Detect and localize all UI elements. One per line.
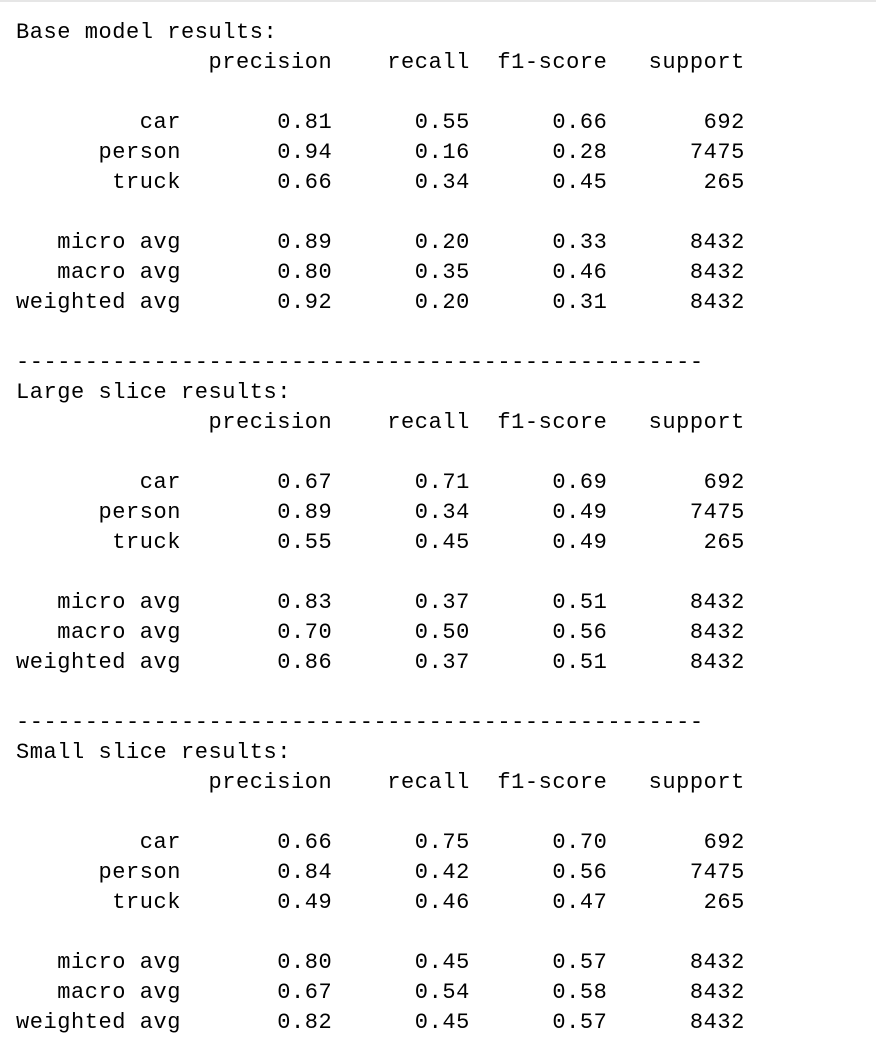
- header-row: precision recall f1-score support: [16, 410, 745, 435]
- section-title-small: Small slice results:: [16, 740, 292, 765]
- blank-line: [16, 918, 745, 948]
- row-micro-avg: micro avg 0.83 0.37 0.51 8432: [16, 590, 745, 615]
- blank-line: [16, 678, 745, 708]
- section-title-base: Base model results:: [16, 20, 278, 45]
- row-car: car 0.81 0.55 0.66 692: [16, 110, 745, 135]
- blank-line: [16, 438, 745, 468]
- row-truck: truck 0.66 0.34 0.45 265: [16, 170, 745, 195]
- row-weighted-avg: weighted avg 0.92 0.20 0.31 8432: [16, 290, 745, 315]
- row-macro-avg: macro avg 0.70 0.50 0.56 8432: [16, 620, 745, 645]
- row-person: person 0.94 0.16 0.28 7475: [16, 140, 745, 165]
- row-truck: truck 0.55 0.45 0.49 265: [16, 530, 745, 555]
- row-weighted-avg: weighted avg 0.86 0.37 0.51 8432: [16, 650, 745, 675]
- blank-line: [16, 78, 745, 108]
- separator-line: ----------------------------------------…: [16, 350, 704, 375]
- top-border: [0, 0, 876, 2]
- row-truck: truck 0.49 0.46 0.47 265: [16, 890, 745, 915]
- blank-line: [16, 798, 745, 828]
- row-macro-avg: macro avg 0.80 0.35 0.46 8432: [16, 260, 745, 285]
- row-car: car 0.66 0.75 0.70 692: [16, 830, 745, 855]
- row-car: car 0.67 0.71 0.69 692: [16, 470, 745, 495]
- section-title-large: Large slice results:: [16, 380, 292, 405]
- blank-line: [16, 318, 745, 348]
- header-row: precision recall f1-score support: [16, 50, 745, 75]
- row-person: person 0.84 0.42 0.56 7475: [16, 860, 745, 885]
- row-micro-avg: micro avg 0.80 0.45 0.57 8432: [16, 950, 745, 975]
- row-person: person 0.89 0.34 0.49 7475: [16, 500, 745, 525]
- row-weighted-avg: weighted avg 0.82 0.45 0.57 8432: [16, 1010, 745, 1035]
- blank-line: [16, 558, 745, 588]
- row-macro-avg: macro avg 0.67 0.54 0.58 8432: [16, 980, 745, 1005]
- header-row: precision recall f1-score support: [16, 770, 745, 795]
- blank-line: [16, 198, 745, 228]
- separator-line: ----------------------------------------…: [16, 710, 704, 735]
- row-micro-avg: micro avg 0.89 0.20 0.33 8432: [16, 230, 745, 255]
- console-output: Base model results: precision recall f1-…: [16, 18, 745, 1038]
